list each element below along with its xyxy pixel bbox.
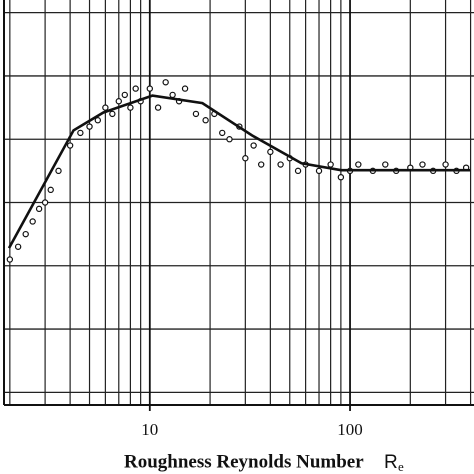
data-point [202,117,209,124]
x-axis-subscript: e [398,459,404,474]
data-point [14,243,22,250]
data-point [277,161,284,168]
data-point [442,161,449,168]
x-tick-label: 100 [337,420,363,439]
data-point [109,110,116,118]
data-point [181,85,189,92]
data-point [250,142,257,149]
data-point [41,199,49,206]
x-axis-label: Roughness Reynolds Number [124,451,364,472]
data-point [86,123,93,130]
data-point [337,173,345,181]
data-point [132,85,139,92]
data-point [146,85,154,92]
data-point [315,167,323,175]
data-point [162,79,169,86]
data-point [6,256,14,263]
data-point [127,104,134,111]
data-point [192,110,200,118]
fitted-curve [7,94,471,249]
data-point [47,186,54,194]
data-point [294,167,302,175]
data-point [102,104,109,111]
data-point [226,136,233,143]
data-point [169,91,176,99]
data-point [219,129,226,137]
data-point [77,129,84,137]
data-point [242,155,249,162]
data-point [257,161,265,168]
x-axis-symbol: R [384,452,398,473]
data-point [121,91,128,99]
data-point [154,104,162,111]
data-point [355,161,362,168]
data-point [382,161,389,168]
x-tick-label: 10 [141,420,158,439]
data-point [115,98,122,105]
data-point [22,230,29,238]
data-point [419,161,426,168]
data-point [35,205,43,213]
data-point [55,167,62,175]
data-point [327,161,334,168]
data-point [267,148,274,156]
data-point [66,142,74,149]
data-point [94,117,102,124]
data-point [29,218,36,225]
